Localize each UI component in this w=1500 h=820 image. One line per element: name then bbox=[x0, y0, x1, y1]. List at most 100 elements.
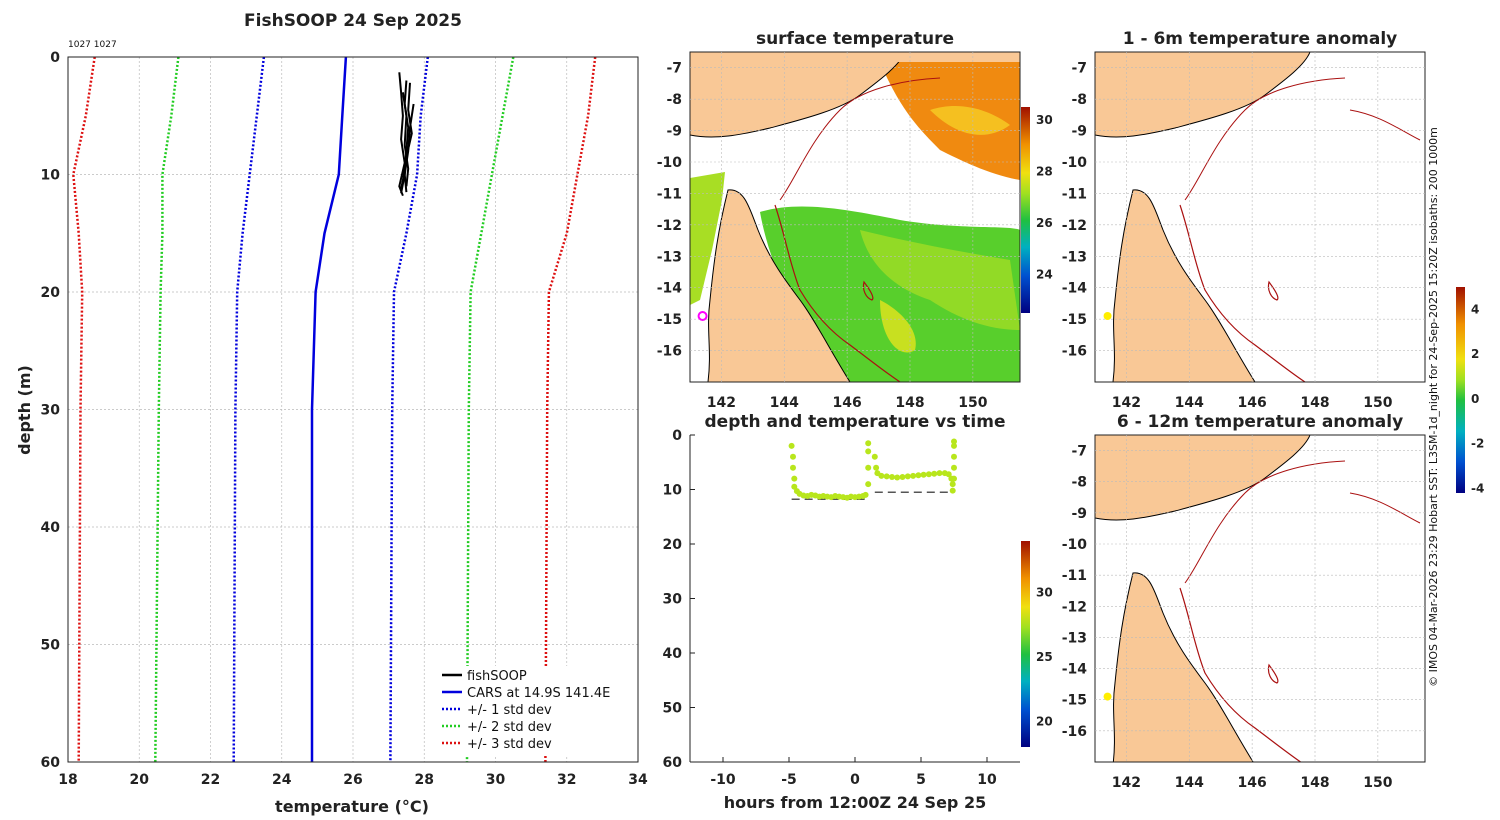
legend-entry-sd2: +/- 2 std dev bbox=[467, 720, 552, 735]
profile-x-tick: 30 bbox=[486, 772, 506, 788]
dtt-x-tick: 0 bbox=[850, 772, 860, 788]
dtt-point bbox=[871, 453, 878, 460]
sst-isobath-north bbox=[779, 77, 941, 201]
anom1-vessel-marker bbox=[1103, 312, 1112, 320]
anomaly-colorbar bbox=[1456, 287, 1465, 493]
sst-x-tick: 150 bbox=[958, 395, 987, 411]
dtt-title: depth and temperature vs time bbox=[705, 412, 1006, 432]
fishsoop-profile-line bbox=[398, 72, 406, 197]
profile-series--3-std-dev bbox=[544, 57, 597, 762]
sst-x-tick: 144 bbox=[770, 395, 799, 411]
credit-text: © IMOS 04-Mar-2026 23:29 Hobart SST: L3S… bbox=[1427, 127, 1440, 687]
sst-land-cape-york bbox=[707, 189, 851, 382]
anomaly-1-6m-map: 1 - 6m temperature anomaly 142 144 146 148 1… bbox=[1062, 29, 1426, 411]
sst-data-north-warm bbox=[930, 105, 1010, 135]
profile-series--1-std-dev bbox=[232, 57, 266, 762]
anom2-x-ticks: 142 144 146 148 150 bbox=[1112, 435, 1393, 791]
anom1-x-tick: 148 bbox=[1300, 395, 1329, 411]
profile-x-ticks: 18 20 22 24 26 28 30 32 34 bbox=[58, 772, 648, 788]
dtt-point bbox=[904, 473, 911, 480]
anom1-y-tick: -13 bbox=[1062, 249, 1087, 265]
anom2-x-tick: 150 bbox=[1363, 775, 1392, 791]
dtt-y-tick: 30 bbox=[663, 592, 683, 608]
sst-colorbar-tick: 30 bbox=[1036, 113, 1053, 127]
dtt-point bbox=[910, 472, 917, 479]
dtt-point bbox=[865, 464, 872, 471]
anom1-frame bbox=[1094, 51, 1426, 383]
profile-y-tick: 40 bbox=[41, 520, 61, 536]
anom1-isobath-east bbox=[1349, 109, 1421, 141]
dtt-point bbox=[925, 471, 932, 478]
dtt-point bbox=[790, 453, 796, 460]
anom2-y-tick: -12 bbox=[1062, 599, 1087, 615]
profile-series--2-std-dev bbox=[154, 57, 180, 762]
anom2-y-tick: -8 bbox=[1071, 475, 1087, 491]
profile-title: FishSOOP 24 Sep 2025 bbox=[244, 11, 462, 31]
legend-entry-sd1: +/- 1 std dev bbox=[467, 703, 552, 718]
dtt-point bbox=[788, 442, 795, 449]
sst-colorbar-tick: 26 bbox=[1036, 216, 1053, 230]
sst-y-tick: -11 bbox=[657, 186, 682, 202]
sst-title: surface temperature bbox=[756, 29, 954, 49]
dtt-x-tick: 10 bbox=[977, 772, 997, 788]
anom2-isobath-east bbox=[1349, 492, 1421, 524]
sst-colorbar bbox=[1021, 107, 1030, 313]
anom2-frame bbox=[1094, 434, 1426, 763]
dtt-point bbox=[878, 472, 885, 479]
sst-colorbar-ticks: 30 28 26 24 bbox=[1036, 113, 1053, 282]
dtt-y-ticks: 0 10 20 30 40 50 60 bbox=[663, 428, 695, 771]
dtt-points bbox=[788, 438, 957, 501]
profile-chart: FishSOOP 24 Sep 2025 1027 1027 18 20 22 24 2… bbox=[15, 11, 648, 816]
dtt-point bbox=[951, 453, 957, 460]
sst-data-west bbox=[690, 172, 725, 305]
anom1-isobath-north bbox=[1184, 77, 1346, 201]
profile-x-tick: 18 bbox=[58, 772, 77, 788]
dtt-point bbox=[945, 471, 952, 478]
profile-y-label: depth (m) bbox=[15, 365, 34, 455]
anom2-y-ticks: -7 -8 -9 -10 -11 -12 -13 -14 -15 -16 bbox=[1062, 444, 1425, 740]
profile-legend: fishSOOP CARS at 14.9S 141.4E +/- 1 std … bbox=[438, 666, 632, 756]
dtt-x-tick: 5 bbox=[916, 772, 926, 788]
profile-y-tick: 60 bbox=[41, 755, 61, 771]
profile-x-tick: 34 bbox=[628, 772, 648, 788]
dtt-point bbox=[865, 448, 872, 455]
dtt-colorbar-tick: 25 bbox=[1036, 650, 1053, 664]
anom2-land-png bbox=[1095, 435, 1311, 521]
sst-y-tick: -10 bbox=[657, 155, 683, 171]
anom2-y-tick: -10 bbox=[1062, 537, 1088, 553]
dtt-colorbar-ticks: 20 25 30 bbox=[1036, 586, 1053, 729]
dtt-x-label: hours from 12:00Z 24 Sep 25 bbox=[724, 793, 986, 812]
profile-frame bbox=[67, 56, 639, 763]
sst-y-tick: -8 bbox=[666, 92, 682, 108]
anomaly-colorbar-tick: 0 bbox=[1471, 392, 1479, 406]
dtt-y-tick: 60 bbox=[663, 755, 683, 771]
anom1-x-tick: 150 bbox=[1363, 395, 1392, 411]
dtt-point bbox=[951, 475, 957, 482]
anom1-y-tick: -16 bbox=[1062, 344, 1087, 360]
anom2-y-tick: -15 bbox=[1062, 693, 1087, 709]
anom1-isobath-reef bbox=[1267, 280, 1279, 301]
anomaly-colorbar-tick: 4 bbox=[1471, 302, 1479, 316]
anom2-x-tick: 144 bbox=[1175, 775, 1204, 791]
dtt-point bbox=[949, 487, 956, 494]
anom1-title: 1 - 6m temperature anomaly bbox=[1123, 29, 1398, 49]
profile-x-tick: 22 bbox=[201, 772, 220, 788]
sst-land-png bbox=[690, 52, 906, 138]
dtt-point bbox=[862, 491, 869, 498]
dtt-y-tick: 20 bbox=[663, 537, 683, 553]
dtt-x-ticks: -10 -5 0 5 10 bbox=[710, 757, 997, 788]
anom2-x-tick: 142 bbox=[1112, 775, 1141, 791]
anomaly-colorbar-tick: -2 bbox=[1471, 437, 1484, 451]
profile-series-cars bbox=[310, 57, 348, 762]
dtt-point bbox=[790, 464, 796, 471]
profile-x-label: temperature (°C) bbox=[275, 797, 429, 816]
depth-time-chart: depth and temperature vs time -10 -5 0 5 10 … bbox=[663, 412, 1053, 812]
profile-lines bbox=[72, 57, 597, 762]
anom1-isobath-200 bbox=[1179, 204, 1306, 382]
sst-y-tick: -16 bbox=[657, 344, 682, 360]
anom2-title: 6 - 12m temperature anomaly bbox=[1117, 412, 1403, 432]
dtt-point bbox=[951, 438, 957, 445]
sst-x-tick: 148 bbox=[895, 395, 924, 411]
anomaly-colorbar-ticks: 4 2 0 -2 -4 bbox=[1471, 302, 1484, 495]
sst-y-tick: -7 bbox=[666, 61, 682, 77]
